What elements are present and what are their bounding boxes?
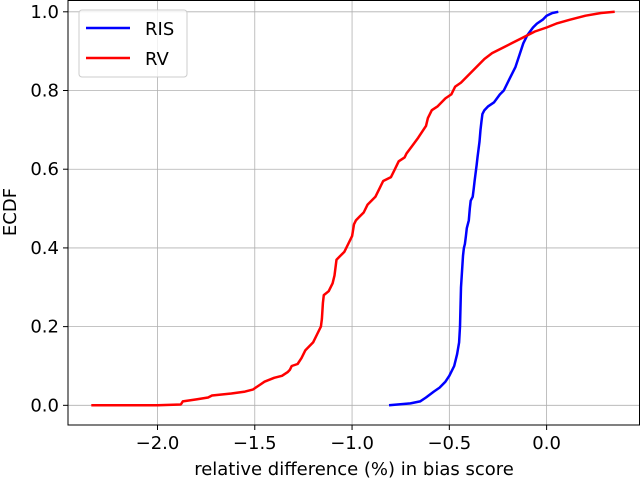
x-tick-label: −1.5 — [233, 433, 277, 454]
series-line-ris — [388, 10, 559, 407]
plot-area — [91, 10, 615, 407]
x-tick-label: −2.0 — [136, 433, 180, 454]
x-tick-label: 0.0 — [532, 433, 561, 454]
x-axis-label: relative difference (%) in bias score — [194, 459, 514, 480]
x-tick-label: −0.5 — [427, 433, 471, 454]
x-tick-label: −1.0 — [330, 433, 374, 454]
y-tick-label: 0.0 — [30, 395, 59, 416]
legend-label-rv: RV — [145, 49, 170, 70]
y-axis-label: ECDF — [0, 188, 21, 236]
legend: RIS RV — [78, 9, 188, 78]
y-tick-label: 0.8 — [30, 81, 59, 102]
ticks: −2.0 −1.5 −1.0 −0.5 0.0 0.0 0.2 0.4 0.6 0.8 1.0 — [30, 2, 561, 454]
series-line-rv — [91, 10, 615, 407]
legend-label-ris: RIS — [145, 19, 174, 40]
grid — [68, 0, 640, 425]
y-tick-label: 0.6 — [30, 159, 59, 180]
y-tick-label: 0.4 — [30, 238, 59, 259]
y-tick-label: 1.0 — [30, 2, 59, 23]
y-tick-label: 0.2 — [30, 317, 59, 338]
